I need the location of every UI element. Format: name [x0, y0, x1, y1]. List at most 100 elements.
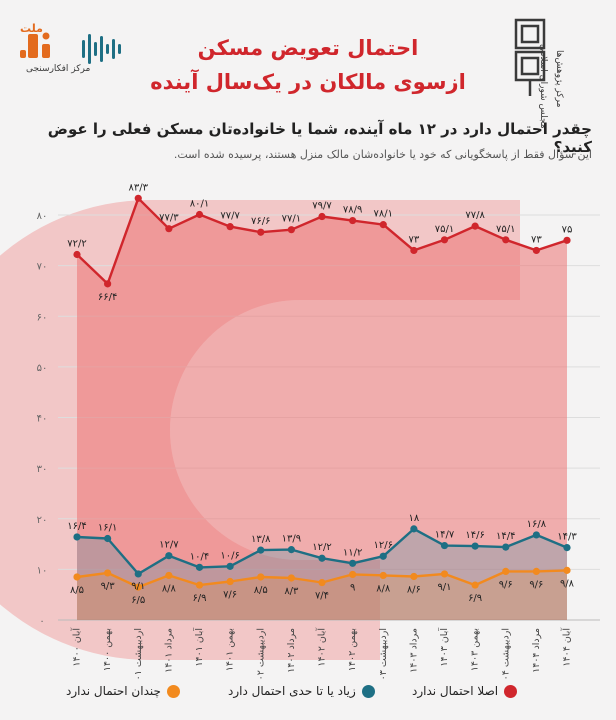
data-label: ۷۸/۱ — [374, 209, 393, 220]
majlis-research-logo: مجلس شورای اسلامی مرکز پژوهش‌ها — [508, 14, 604, 129]
line-chart: ۰ ۱۰ ۲۰ ۳۰ ۴۰ ۵۰ ۶۰ ۷۰ ۸۰ ۷۲/۲ ۶۶/۴ ۸۳/۳ ۷۷/۳ ۸۰/۱ ۷۷… — [0, 182, 600, 680]
legend-item-red: اصلا احتمال ندارد — [412, 684, 518, 698]
data-point — [73, 573, 81, 581]
legend-label-teal: زیاد یا تا حدی احتمال دارد — [228, 684, 356, 698]
left-logo-text: ملت — [20, 22, 43, 35]
data-label: ۸/۸ — [376, 583, 391, 594]
data-label: ۸/۸ — [162, 583, 177, 594]
data-point — [410, 246, 418, 255]
title-line-2: ازسوی مالکان در یک‌سال آینده — [150, 70, 466, 94]
data-point — [471, 542, 479, 550]
legend-swatch-orange — [166, 684, 180, 698]
y-axis: ۰ ۱۰ ۲۰ ۳۰ ۴۰ ۵۰ ۶۰ ۷۰ ۸۰ — [37, 211, 48, 627]
data-label: ۶/۵ — [131, 595, 145, 606]
data-point — [349, 559, 357, 567]
data-label: ۷۸/۹ — [343, 205, 362, 216]
data-point — [410, 525, 418, 533]
legend-label-orange: چندان احتمال ندارد — [66, 684, 161, 698]
x-tick-label: آبان ۱۴۰۴ — [560, 628, 573, 667]
data-label: ۱۰/۴ — [190, 551, 209, 562]
data-point — [165, 552, 173, 560]
data-label: ۷۳ — [531, 234, 542, 245]
x-tick-label: مرداد ۱۴۰۴ — [531, 628, 542, 673]
right-logo-text-2: مرکز پژوهش‌ها — [554, 50, 564, 108]
data-label: ۸۳/۳ — [129, 182, 149, 193]
x-tick-label: بهمن ۱۴۰۰ — [102, 628, 113, 671]
data-label: ۷/۴ — [315, 591, 329, 602]
data-label: ۱۱/۲ — [343, 547, 362, 558]
data-label: ۹/۳ — [101, 581, 116, 592]
data-label: ۸۰/۱ — [190, 198, 209, 209]
data-label: ۱۶/۱ — [98, 522, 117, 533]
data-point — [440, 570, 449, 578]
melat-logo: ملت مرکز افکارسنجی — [12, 20, 132, 80]
data-labels: ۷۲/۲ ۶۶/۴ ۸۳/۳ ۷۷/۳ ۸۰/۱ ۷۷/۷ ۷۶/۶ ۷۷/۱ ۷۹/۷ ۷۸/۹… — [67, 182, 577, 606]
data-point — [318, 554, 326, 562]
data-label: ۷۶/۶ — [251, 216, 270, 227]
data-label: ۹/۶ — [529, 579, 543, 590]
data-point — [165, 225, 173, 233]
series-area — [77, 198, 567, 621]
legend-item-orange: چندان احتمال ندارد — [66, 684, 180, 698]
data-point — [104, 280, 112, 288]
x-tick-label: مرداد ۱۴۰۱ — [163, 628, 174, 673]
y-tick-label: ۴۰ — [37, 414, 48, 425]
data-point — [502, 236, 510, 244]
y-tick-label: ۱۰ — [37, 565, 48, 576]
data-point — [73, 250, 81, 259]
data-point — [134, 583, 142, 591]
data-point — [73, 533, 81, 541]
data-label: ۹ — [350, 582, 355, 593]
data-point — [471, 581, 479, 589]
data-label: ۱۲/۲ — [312, 542, 331, 553]
x-tick-label: بهمن ۱۴۰۱ — [225, 628, 236, 671]
data-point — [134, 194, 142, 202]
x-tick-label: بهمن ۱۴۰۳ — [470, 628, 481, 671]
data-point — [318, 578, 326, 587]
data-label: ۹/۸ — [560, 578, 575, 589]
legend-item-teal: زیاد یا تا حدی احتمال دارد — [228, 684, 375, 698]
data-point — [532, 531, 540, 539]
data-point — [502, 543, 510, 551]
area-fills — [77, 198, 567, 621]
data-point — [349, 570, 357, 579]
data-label: ۸/۵ — [70, 585, 84, 596]
data-label: ۶/۹ — [468, 593, 482, 604]
data-label: ۱۳/۸ — [251, 534, 271, 545]
data-label: ۱۴/۴ — [496, 531, 515, 542]
data-label: ۷۵/۱ — [496, 224, 515, 235]
data-point — [287, 546, 295, 554]
data-point — [104, 534, 112, 543]
data-label: ۱۶/۴ — [67, 521, 86, 532]
data-label: ۱۲/۶ — [374, 540, 393, 551]
x-tick-label: آبان ۱۴۰۳ — [437, 628, 450, 667]
data-point — [134, 570, 142, 578]
data-label: ۱۴/۳ — [557, 532, 577, 543]
x-tick-label: اردیبهشت ۱۴۰۱ — [133, 628, 144, 680]
data-point — [104, 569, 112, 577]
data-label: ۷۵/۱ — [435, 224, 454, 235]
data-point — [502, 567, 510, 575]
data-point — [410, 572, 418, 581]
legend-swatch-red — [504, 684, 518, 698]
data-label: ۷۲/۲ — [67, 238, 86, 249]
data-label: ۶۶/۴ — [98, 292, 117, 303]
data-point — [563, 566, 571, 574]
data-point — [532, 246, 540, 255]
x-tick-label: آبان ۱۴۰۱ — [192, 628, 205, 667]
x-tick-label: مرداد ۱۴۰۳ — [408, 628, 419, 673]
data-label: ۸/۵ — [254, 585, 268, 596]
data-point — [440, 236, 449, 244]
header: ملت مرکز افکارسنجی احتمال تعویض مسکن ازس… — [0, 0, 616, 129]
x-tick-label: اردیبهشت ۱۴۰۳ — [378, 628, 389, 680]
data-label: ۱۰/۶ — [220, 550, 239, 561]
series-area — [77, 528, 567, 620]
data-label: ۸/۶ — [407, 584, 421, 595]
data-point — [440, 541, 449, 550]
left-logo-subtitle: مرکز افکارسنجی — [26, 64, 91, 74]
data-label: ۱۲/۷ — [159, 540, 179, 551]
x-tick-label: اردیبهشت ۱۴۰۲ — [255, 628, 266, 680]
data-point — [195, 563, 204, 571]
data-point — [471, 222, 479, 230]
y-tick-label: ۰ — [39, 616, 44, 627]
